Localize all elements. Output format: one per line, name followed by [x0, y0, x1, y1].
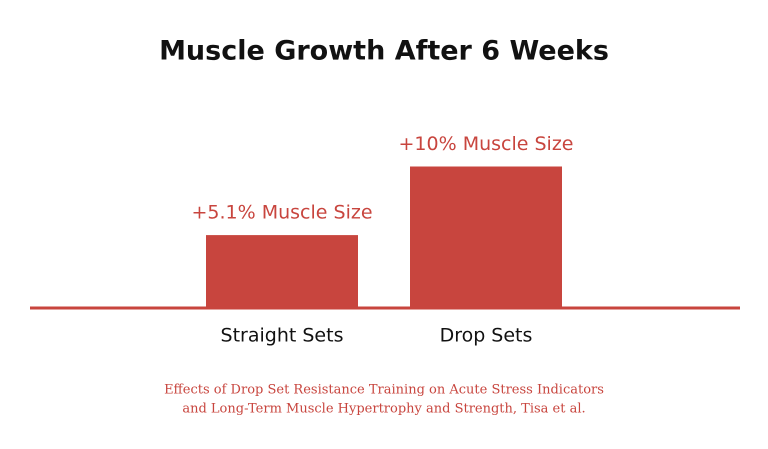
- x-tick-label: Drop Sets: [440, 325, 533, 347]
- chart-title: Muscle Growth After 6 Weeks: [159, 36, 609, 67]
- value-label: +10% Muscle Size: [399, 133, 574, 155]
- bar: [410, 166, 562, 307]
- x-tick-label: Straight Sets: [221, 325, 344, 347]
- source-line: and Long-Term Muscle Hypertrophy and Str…: [182, 402, 585, 417]
- value-label: +5.1% Muscle Size: [191, 202, 372, 224]
- bar: [206, 235, 358, 307]
- source-line: Effects of Drop Set Resistance Training …: [164, 383, 604, 398]
